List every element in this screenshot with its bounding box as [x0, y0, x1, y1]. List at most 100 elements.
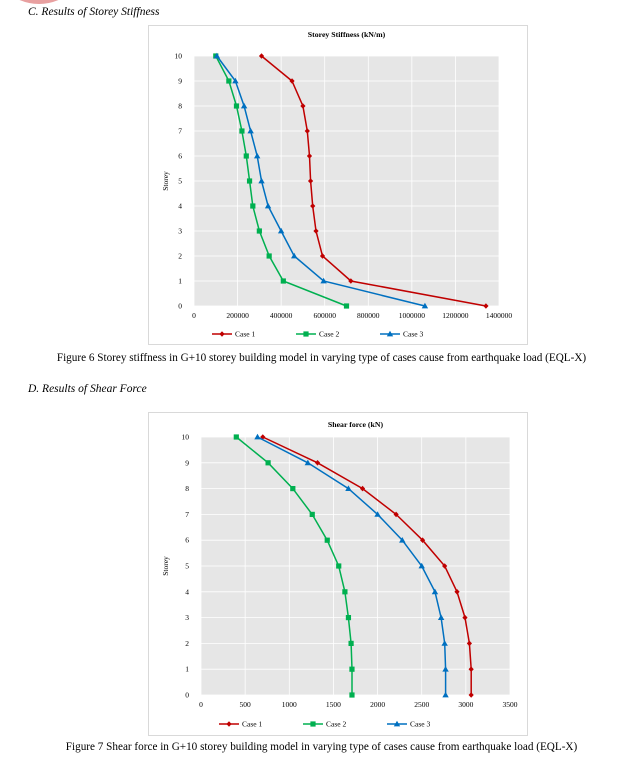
y-tick-label: 7	[185, 510, 189, 519]
shear-data-point-case-3	[441, 640, 448, 646]
x-tick-label: 1000000	[399, 311, 426, 320]
shear-data-point-case-2	[324, 537, 330, 543]
shear-data-point-case-3	[437, 614, 445, 620]
shear-data-point-case-2	[265, 460, 271, 466]
stiffness-data-point-case-2	[243, 153, 249, 159]
stiffness-data-point-case-2	[256, 228, 262, 234]
stiffness-data-point-case-3	[232, 77, 239, 84]
stiffness-data-point-case-2	[266, 253, 272, 259]
shear-data-point-case-2	[336, 563, 342, 569]
x-tick-label: 600000	[313, 311, 336, 320]
stiffness-data-point-case-3	[291, 252, 298, 259]
stiffness-data-point-case-1	[304, 128, 310, 134]
shear-data-point-case-3	[254, 433, 261, 440]
x-tick-label: 1400000	[486, 311, 513, 320]
y-tick-label: 7	[178, 127, 182, 136]
shear-data-point-case-2	[349, 666, 355, 672]
stiffness-data-point-case-2	[226, 78, 232, 84]
storey-stiffness-chart-svg: 0 1 2 3 4 5 6 7 8 9 10 0 200000 400000 600000 800000 100…	[161, 30, 513, 339]
shear-data-point-case-3	[442, 666, 449, 672]
legend-marker-case-2	[310, 721, 316, 727]
stiffness-data-point-case-1	[306, 153, 313, 159]
x-tick-label: 0	[199, 700, 203, 709]
stiffness-title: Storey Stiffness (kN/m)	[308, 30, 386, 39]
legend-label-case-1: Case 1	[235, 330, 255, 339]
legend-marker-case-1	[219, 331, 225, 337]
shear-data-point-case-1	[462, 614, 468, 621]
y-tick-label: 5	[178, 177, 182, 186]
stiffness-data-point-case-3	[240, 102, 248, 109]
shear-data-point-case-2	[349, 692, 355, 698]
shear-title: Shear force (kN)	[328, 420, 384, 429]
shear-data-point-case-1	[419, 537, 426, 543]
shear-data-point-case-1	[454, 589, 460, 595]
stiffness-data-point-case-2	[239, 128, 245, 134]
x-tick-label: 3000	[458, 700, 473, 709]
y-tick-label: 10	[182, 433, 190, 442]
stiffness-data-point-case-1	[313, 228, 319, 234]
stiffness-data-point-case-3	[320, 277, 327, 284]
stiffness-data-point-case-1	[258, 53, 265, 59]
x-tick-label: 1000	[282, 700, 297, 709]
shear-data-point-case-3	[431, 588, 439, 595]
y-tick-label: 3	[178, 227, 182, 236]
y-tick-label: 1	[178, 277, 182, 286]
stiffness-data-point-case-3	[253, 152, 261, 159]
legend-label-case-3: Case 3	[403, 330, 423, 339]
x-tick-label: 3500	[503, 700, 518, 709]
shear-data-point-case-3	[418, 562, 425, 569]
y-tick-label: 4	[178, 202, 182, 211]
x-tick-label: 200000	[226, 311, 249, 320]
y-tick-label: 9	[185, 458, 189, 467]
y-tick-label: 1	[185, 665, 189, 674]
shear-data-point-case-2	[290, 486, 296, 492]
storey-stiffness-chart: 0 1 2 3 4 5 6 7 8 9 10 0 200000 400000 600000 800000 100…	[148, 25, 528, 345]
y-tick-label: 9	[178, 77, 182, 86]
stiffness-data-point-case-2	[233, 103, 240, 109]
shear-data-point-case-1	[359, 485, 366, 492]
shear-data-point-case-3	[374, 511, 381, 517]
x-tick-label: 1500	[326, 700, 341, 709]
stiffness-data-point-case-1	[319, 253, 326, 259]
stiffness-data-point-case-1	[483, 303, 489, 309]
legend-marker-case-3	[393, 720, 401, 727]
y-tick-label: 10	[175, 52, 183, 61]
legend-label-case-2: Case 2	[326, 720, 346, 729]
shear-data-point-case-2	[342, 589, 348, 595]
legend-marker-case-1	[226, 721, 232, 727]
shear-data-point-case-2	[345, 615, 352, 621]
y-tick-label: 4	[185, 587, 189, 596]
x-tick-label: 1200000	[442, 311, 469, 320]
y-tick-label: 6	[178, 152, 182, 161]
shear-force-chart-svg: 0 1 2 3 4 5 6 7 8 9 10 0 500 1000 1500 2000 2500 3000 3500…	[161, 420, 518, 729]
section-heading-shear-force: D. Results of Shear Force	[28, 383, 147, 395]
x-tick-label: 400000	[270, 311, 293, 320]
stiffness-data-point-case-2	[246, 178, 253, 184]
y-tick-label: 2	[178, 252, 182, 261]
y-tick-label: 5	[185, 562, 189, 571]
legend-label-case-2: Case 2	[319, 330, 339, 339]
shear-data-point-case-2	[233, 434, 239, 440]
stiffness-data-point-case-3	[247, 127, 254, 134]
legend-marker-case-2	[303, 331, 309, 337]
shear-data-point-case-3	[304, 459, 312, 466]
y-tick-label: 0	[185, 691, 189, 700]
logo-arc	[19, 0, 59, 4]
stiffness-data-point-case-3	[421, 302, 429, 309]
shear-force-chart: 0 1 2 3 4 5 6 7 8 9 10 0 500 1000 1500 2000 2500 3000 3500…	[148, 412, 528, 736]
y-tick-label: 3	[185, 613, 189, 622]
y-tick-label: 6	[185, 536, 189, 545]
x-tick-label: 0	[192, 311, 196, 320]
x-tick-label: 800000	[357, 311, 380, 320]
figure-7-caption: Figure 7 Shear force in G+10 storey buil…	[65, 741, 578, 753]
stiffness-data-point-case-2	[280, 278, 286, 284]
y-tick-label: 2	[185, 639, 189, 648]
y-tick-label: 0	[178, 302, 182, 311]
stiffness-data-point-case-3	[258, 177, 265, 184]
x-tick-label: 2000	[370, 700, 385, 709]
stiffness-data-point-case-2	[250, 203, 256, 209]
legend-marker-case-3	[386, 330, 394, 337]
shear-data-point-case-3	[442, 691, 449, 698]
legend-label-case-3: Case 3	[410, 720, 430, 729]
stiffness-data-point-case-2	[343, 303, 350, 309]
